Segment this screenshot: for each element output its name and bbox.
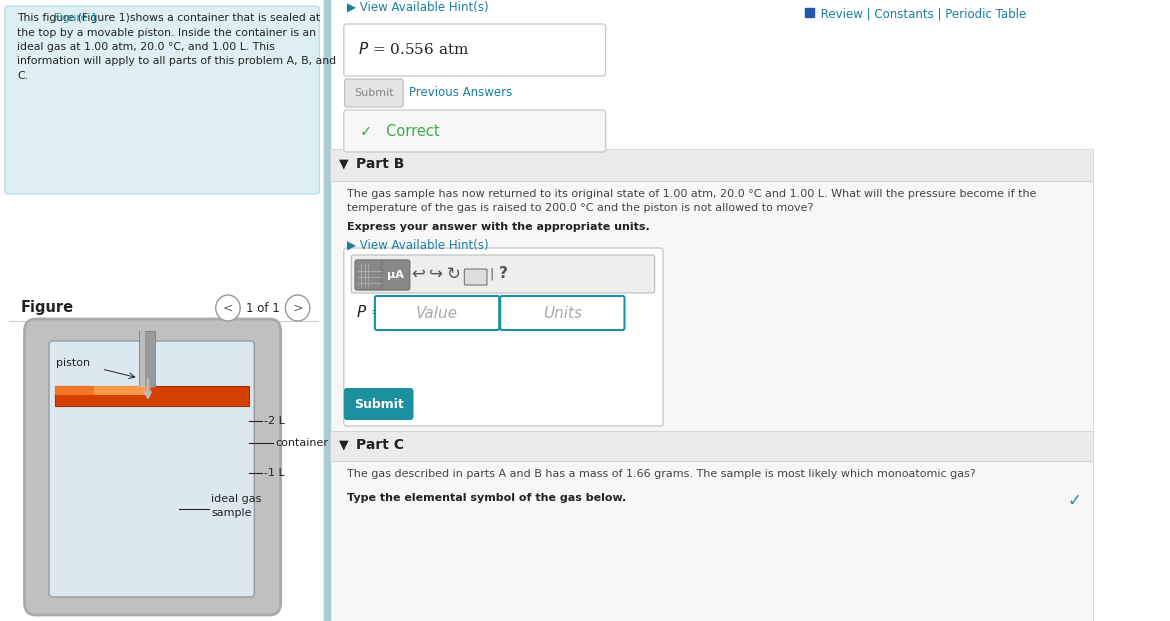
Text: μA: μA (387, 270, 404, 280)
Text: Express your answer with the appropriate units.: Express your answer with the appropriate… (346, 222, 649, 232)
Bar (140, 331, 145, 387)
Text: Review | Constants | Periodic Table: Review | Constants | Periodic Table (817, 8, 1026, 21)
Text: information will apply to all parts of this problem A, B, and: information will apply to all parts of t… (16, 57, 336, 66)
Text: Figure 1: Figure 1 (54, 13, 97, 23)
Text: sample: sample (211, 508, 252, 518)
Text: C.: C. (16, 71, 28, 81)
Text: Type the elemental symbol of the gas below.: Type the elemental symbol of the gas bel… (346, 493, 626, 503)
Bar (330, 431, 1093, 461)
Text: ▶ View Available Hint(s): ▶ View Available Hint(s) (346, 1, 488, 14)
FancyBboxPatch shape (49, 341, 254, 597)
FancyBboxPatch shape (500, 296, 625, 330)
Text: ideal gas at 1.00 atm, 20.0 °C, and 1.00 L. This: ideal gas at 1.00 atm, 20.0 °C, and 1.00… (16, 42, 275, 52)
FancyBboxPatch shape (374, 296, 500, 330)
Text: -1 L: -1 L (263, 468, 284, 478)
Text: piston: piston (56, 358, 90, 368)
Text: 1 of 1: 1 of 1 (246, 302, 280, 314)
Bar (330, 181, 1093, 436)
Text: ↩: ↩ (412, 265, 425, 283)
Text: The gas sample has now returned to its original state of 1.00 atm, 20.0 °C and 1: The gas sample has now returned to its o… (346, 189, 1037, 199)
Text: ↻: ↻ (447, 265, 461, 283)
Text: Previous Answers: Previous Answers (408, 86, 512, 99)
Text: This figure (Figure 1)shows a container that is sealed at: This figure (Figure 1)shows a container … (16, 13, 321, 23)
Bar (55, 386, 249, 406)
Text: temperature of the gas is raised to 200.0 °C and the piston is not allowed to mo: temperature of the gas is raised to 200.… (346, 203, 813, 213)
Bar (324, 0, 330, 621)
Bar (330, 461, 1093, 621)
Text: >: > (292, 302, 303, 314)
Text: Submit: Submit (355, 88, 394, 98)
FancyBboxPatch shape (344, 248, 663, 426)
FancyBboxPatch shape (464, 269, 487, 285)
Text: $P$ =: $P$ = (356, 304, 384, 320)
Text: ✓: ✓ (1067, 492, 1081, 510)
Text: Submit: Submit (353, 397, 404, 410)
FancyBboxPatch shape (345, 79, 404, 107)
FancyBboxPatch shape (381, 260, 410, 290)
Text: $P$ = 0.556 atm: $P$ = 0.556 atm (358, 41, 469, 57)
Circle shape (215, 295, 240, 321)
Text: container: container (275, 438, 328, 448)
Bar (139, 331, 156, 387)
Text: Figure: Figure (21, 300, 74, 315)
Text: ▶ View Available Hint(s): ▶ View Available Hint(s) (346, 239, 488, 252)
FancyBboxPatch shape (25, 319, 281, 615)
Text: Units: Units (543, 306, 581, 320)
Text: ideal gas: ideal gas (211, 494, 261, 504)
Text: <: < (222, 302, 233, 314)
Text: ✓   Correct: ✓ Correct (360, 124, 440, 138)
Bar (95, 386, 151, 395)
Text: Value: Value (417, 306, 457, 320)
Text: -2 L: -2 L (263, 416, 284, 426)
FancyBboxPatch shape (356, 260, 384, 290)
Text: |: | (489, 268, 494, 281)
Bar (330, 149, 1093, 181)
Text: Part C: Part C (356, 438, 404, 452)
Bar (805, 8, 814, 17)
Text: ↪: ↪ (429, 265, 443, 283)
Text: Part B: Part B (356, 157, 405, 171)
Text: ▼: ▼ (339, 158, 349, 171)
Circle shape (285, 295, 310, 321)
Bar (55, 386, 149, 395)
Text: ▼: ▼ (339, 438, 349, 451)
FancyBboxPatch shape (344, 24, 606, 76)
FancyBboxPatch shape (344, 110, 606, 152)
FancyBboxPatch shape (351, 255, 655, 293)
Text: the top by a movable piston. Inside the container is an: the top by a movable piston. Inside the … (16, 27, 316, 37)
Text: The gas described in parts A and B has a mass of 1.66 grams. The sample is most : The gas described in parts A and B has a… (346, 469, 976, 479)
Text: ?: ? (498, 266, 508, 281)
FancyBboxPatch shape (344, 388, 413, 420)
FancyBboxPatch shape (5, 6, 319, 194)
